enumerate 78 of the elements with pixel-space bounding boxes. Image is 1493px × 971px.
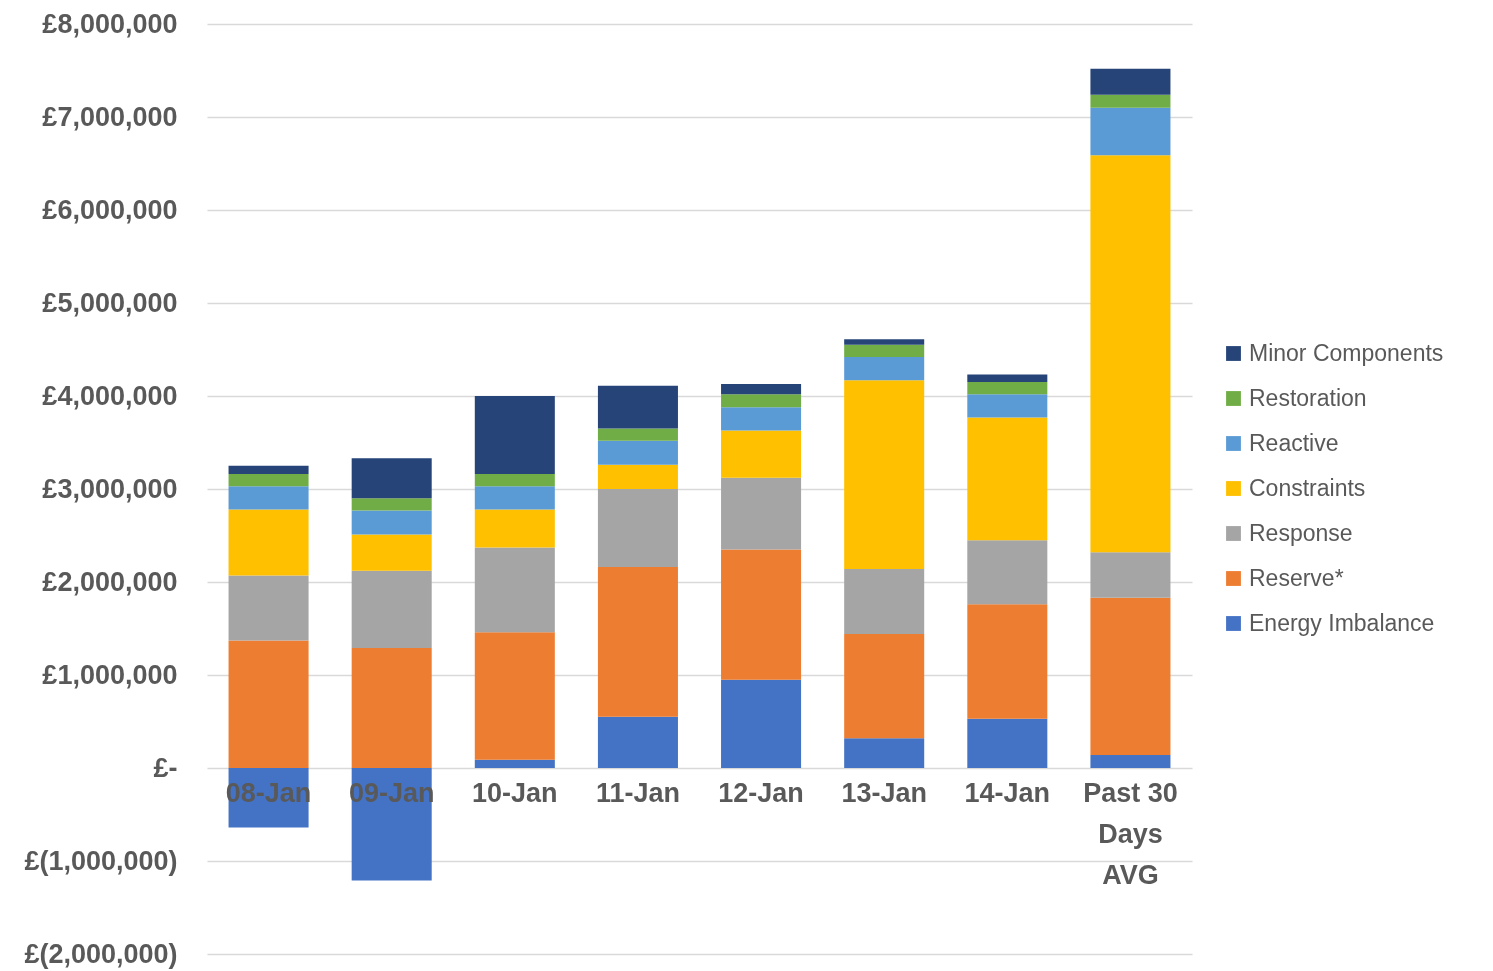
x-tick-label: 10-Jan (472, 777, 558, 808)
bar (844, 344, 925, 357)
bar (597, 428, 678, 441)
bar (351, 648, 432, 768)
bar (1090, 552, 1171, 598)
bar (474, 632, 555, 760)
bar (844, 339, 925, 345)
bar (844, 634, 925, 739)
bar (967, 604, 1048, 719)
bar (1090, 597, 1171, 755)
bar (967, 382, 1048, 395)
bar (721, 477, 802, 550)
y-tick-label: £(1,000,000) (24, 845, 178, 876)
y-tick-label: £2,000,000 (42, 566, 178, 597)
bar (1090, 754, 1171, 768)
bar (474, 474, 555, 487)
legend-label: Response (1249, 519, 1353, 546)
bar (721, 679, 802, 768)
bar (1090, 94, 1171, 108)
y-tick-label: £1,000,000 (42, 659, 178, 690)
y-tick-label: £3,000,000 (42, 473, 178, 504)
bar (844, 356, 925, 381)
bar (597, 489, 678, 568)
bar (351, 570, 432, 649)
y-tick-label: £8,000,000 (42, 8, 178, 39)
bar (967, 417, 1048, 541)
bar (967, 540, 1048, 605)
legend-label: Minor Components (1249, 339, 1444, 366)
bar (351, 510, 432, 535)
bar (597, 385, 678, 429)
bar (597, 464, 678, 489)
bar (967, 374, 1048, 383)
x-tick-label: 13-Jan (841, 777, 927, 808)
bar (351, 458, 432, 499)
bar (597, 567, 678, 717)
bar (967, 718, 1048, 768)
bar (1090, 107, 1171, 156)
y-tick-label: £- (153, 752, 178, 783)
legend-label: Constraints (1249, 474, 1366, 501)
bar (474, 486, 555, 510)
x-tick-label: 14-Jan (964, 777, 1051, 808)
bar (597, 440, 678, 465)
bar (228, 465, 309, 475)
y-tick-label: £6,000,000 (42, 194, 178, 225)
bar (1090, 68, 1171, 95)
y-tick-label: £5,000,000 (42, 287, 178, 318)
legend-label: Energy Imbalance (1249, 609, 1435, 636)
bar (474, 547, 555, 633)
bar (228, 640, 309, 768)
bar (721, 407, 802, 431)
bar (474, 396, 555, 475)
bar (721, 430, 802, 478)
bar (228, 486, 309, 510)
bar (1090, 155, 1171, 553)
bar (844, 738, 925, 768)
bar (351, 534, 432, 571)
bar (474, 759, 555, 768)
bar (721, 383, 802, 395)
bar (721, 549, 802, 680)
bar (228, 575, 309, 641)
y-tick-label: £7,000,000 (42, 101, 178, 132)
bar (351, 498, 432, 511)
bar (228, 509, 309, 576)
bar (967, 394, 1048, 418)
x-tick-label: Past 30 Days AVG (1083, 777, 1178, 890)
x-tick-label: 12-Jan (718, 777, 804, 808)
bar (597, 716, 678, 768)
y-tick-label: £4,000,000 (42, 380, 178, 411)
bar (844, 380, 925, 569)
legend-label: Reactive (1249, 429, 1339, 456)
x-tick-label: 11-Jan (595, 777, 680, 808)
bar (228, 474, 309, 487)
bar (844, 568, 925, 635)
legend-label: Reserve* (1249, 564, 1344, 591)
bar (474, 509, 555, 548)
legend-label: Restoration (1249, 384, 1367, 411)
y-tick-label: £(2,000,000) (24, 938, 178, 969)
bar (721, 394, 802, 408)
